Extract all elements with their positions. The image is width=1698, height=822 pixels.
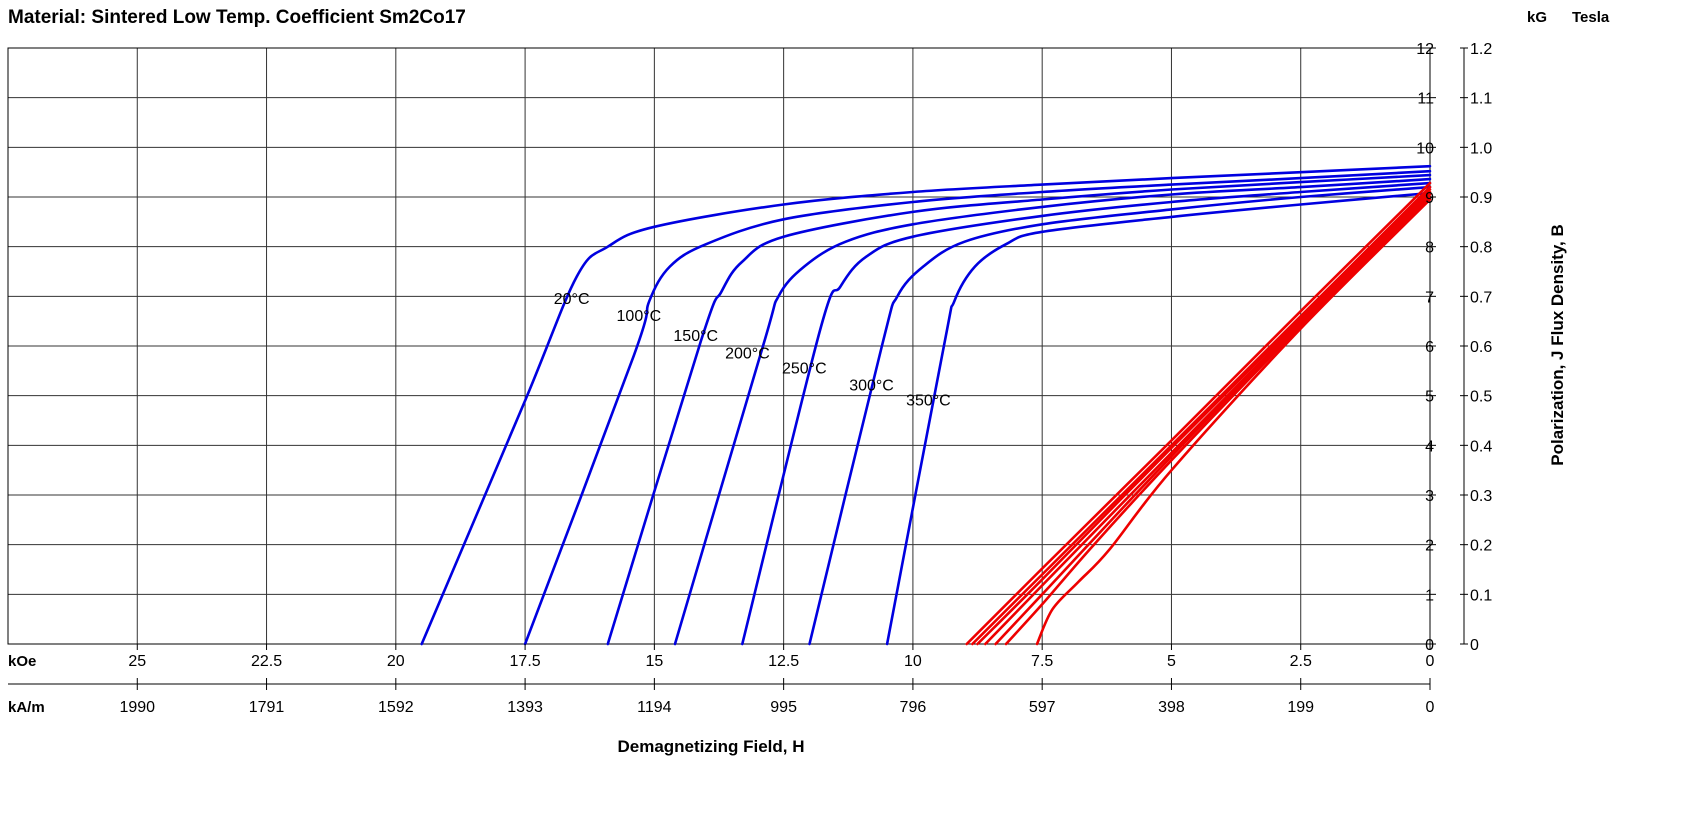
y-tick-label-tesla: 0.9 — [1470, 190, 1492, 207]
x-tick-label-koe: 2.5 — [1290, 653, 1312, 670]
x-tick-label-kam: 995 — [770, 699, 797, 716]
x-tick-label-kam: 0 — [1426, 699, 1435, 716]
temperature-label: 150°C — [673, 328, 718, 345]
x-tick-label-koe: 25 — [128, 653, 146, 670]
x-tick-label-kam: 1791 — [249, 699, 285, 716]
y-tick-label-kg: 8 — [1425, 240, 1434, 257]
y-tick-label-tesla: 1.1 — [1470, 91, 1492, 108]
y-tick-label-kg: 2 — [1425, 538, 1434, 555]
x-tick-label-kam: 1393 — [507, 699, 543, 716]
y-tick-label-kg: 12 — [1416, 41, 1434, 58]
y-tick-label-tesla: 0.6 — [1470, 339, 1492, 356]
y-tick-label-kg: 11 — [1417, 91, 1434, 108]
y-axis: 0010.120.230.340.450.560.670.780.890.910… — [1416, 41, 1492, 654]
y-tick-label-kg: 3 — [1425, 488, 1434, 505]
temperature-label: 300°C — [849, 378, 894, 395]
x-tick-label-kam: 1194 — [637, 699, 672, 716]
polarization-curve-20c — [420, 164, 1432, 646]
temperature-label: 350°C — [906, 393, 951, 410]
temperature-labels: 20°C 100°C 150°C 200°C 250°C 300°C 350°C — [554, 291, 951, 410]
y-tick-label-kg: 10 — [1416, 140, 1434, 157]
x-tick-label-koe: 7.5 — [1031, 653, 1053, 670]
flux-density-curve-300c — [1004, 195, 1432, 646]
flux-density-curve-350c — [1035, 198, 1432, 646]
polarization-curve-200c — [673, 177, 1432, 646]
chart-title: Material: Sintered Low Temp. Coefficient… — [8, 7, 466, 28]
x-tick-label-kam: 398 — [1158, 699, 1185, 716]
polarization-curve-300c — [808, 185, 1432, 646]
y-unit-tesla: Tesla — [1572, 9, 1610, 26]
x-axis: 25199022.5179120159217.5139315119412.599… — [8, 644, 1435, 716]
y-tick-label-tesla: 1.0 — [1470, 140, 1492, 157]
y-tick-label-tesla: 0.2 — [1470, 538, 1492, 555]
y-tick-label-tesla: 0.8 — [1470, 240, 1492, 257]
flux-density-curve-200c — [984, 190, 1432, 646]
x-unit-koe: kOe — [8, 653, 36, 670]
polarization-curve-100c — [523, 169, 1432, 646]
x-tick-label-kam: 597 — [1029, 699, 1056, 716]
y-tick-label-kg: 9 — [1425, 190, 1434, 207]
series-lines — [420, 164, 1432, 646]
x-unit-kam: kA/m — [8, 699, 45, 716]
y-tick-label-kg: 5 — [1425, 389, 1434, 406]
y-tick-label-tesla: 0.1 — [1470, 587, 1492, 604]
x-axis-title: Demagnetizing Field, H — [617, 737, 804, 756]
x-tick-label-kam: 796 — [900, 699, 927, 716]
y-tick-label-tesla: 0.7 — [1470, 289, 1492, 306]
y-tick-label-kg: 6 — [1425, 339, 1434, 356]
x-tick-label-koe: 10 — [904, 653, 922, 670]
y-tick-label-tesla: 0 — [1470, 637, 1479, 654]
x-tick-label-koe: 12.5 — [768, 653, 799, 670]
y-axis-title: Polarization, J Flux Density, B — [1548, 224, 1567, 466]
flux-density-curve-20c — [965, 181, 1432, 646]
x-tick-label-koe: 17.5 — [510, 653, 541, 670]
flux-density-curve-100c — [971, 185, 1432, 646]
y-tick-label-kg: 1 — [1425, 587, 1434, 604]
x-tick-label-koe: 22.5 — [251, 653, 282, 670]
polarization-curve-150c — [606, 173, 1432, 646]
temperature-label: 100°C — [617, 308, 662, 325]
y-unit-kg: kG — [1527, 9, 1547, 26]
y-tick-label-tesla: 1.2 — [1470, 41, 1492, 58]
x-tick-label-kam: 199 — [1287, 699, 1314, 716]
y-tick-label-kg: 7 — [1425, 289, 1434, 306]
x-tick-label-kam: 1990 — [119, 699, 155, 716]
y-tick-label-tesla: 0.5 — [1470, 389, 1492, 406]
temperature-label: 250°C — [782, 360, 827, 377]
y-tick-label-kg: 4 — [1425, 438, 1434, 455]
x-tick-label-koe: 15 — [645, 653, 663, 670]
flux-density-curve-250c — [994, 193, 1432, 646]
flux-density-curve-150c — [976, 188, 1432, 646]
x-tick-label-kam: 1592 — [378, 699, 414, 716]
polarization-curve-250c — [741, 181, 1432, 646]
y-tick-label-tesla: 0.3 — [1470, 488, 1492, 505]
temperature-label: 200°C — [725, 345, 770, 362]
grid — [8, 48, 1430, 644]
x-tick-label-koe: 20 — [387, 653, 405, 670]
x-tick-label-koe: 0 — [1426, 653, 1435, 670]
x-tick-label-koe: 5 — [1167, 653, 1176, 670]
y-tick-label-tesla: 0.4 — [1470, 438, 1492, 455]
temperature-label: 20°C — [554, 291, 590, 308]
polarization-curve-350c — [885, 191, 1432, 646]
